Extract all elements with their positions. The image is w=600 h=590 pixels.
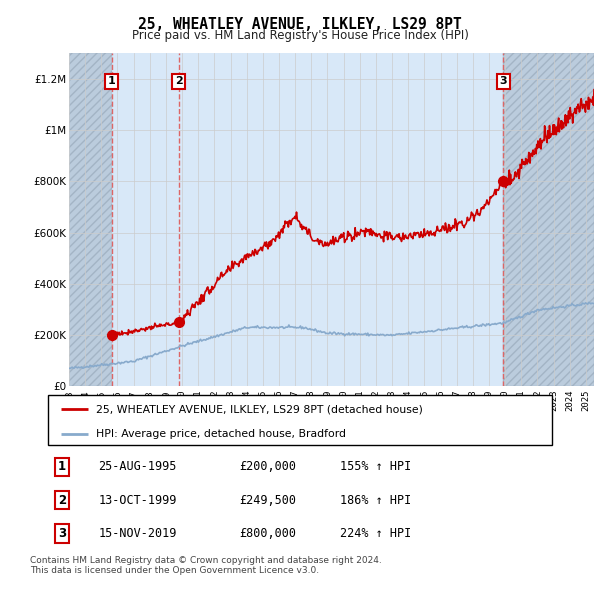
Bar [503, 53, 594, 386]
Text: HPI: Average price, detached house, Bradford: HPI: Average price, detached house, Brad… [96, 430, 346, 440]
Text: 1: 1 [108, 77, 116, 86]
Text: 25, WHEATLEY AVENUE, ILKLEY, LS29 8PT: 25, WHEATLEY AVENUE, ILKLEY, LS29 8PT [138, 17, 462, 31]
Text: 2: 2 [175, 77, 182, 86]
Text: 13-OCT-1999: 13-OCT-1999 [98, 493, 177, 507]
Text: 224% ↑ HPI: 224% ↑ HPI [340, 526, 412, 540]
Text: 186% ↑ HPI: 186% ↑ HPI [340, 493, 412, 507]
Text: 15-NOV-2019: 15-NOV-2019 [98, 526, 177, 540]
Text: 155% ↑ HPI: 155% ↑ HPI [340, 460, 412, 474]
Text: Contains HM Land Registry data © Crown copyright and database right 2024.: Contains HM Land Registry data © Crown c… [30, 556, 382, 565]
Text: 25-AUG-1995: 25-AUG-1995 [98, 460, 177, 474]
FancyBboxPatch shape [48, 395, 552, 445]
Text: This data is licensed under the Open Government Licence v3.0.: This data is licensed under the Open Gov… [30, 566, 319, 575]
Bar [503, 53, 594, 386]
Text: 3: 3 [58, 526, 66, 540]
Text: 25, WHEATLEY AVENUE, ILKLEY, LS29 8PT (detached house): 25, WHEATLEY AVENUE, ILKLEY, LS29 8PT (d… [96, 404, 423, 414]
Bar [112, 53, 503, 386]
Text: 2: 2 [58, 493, 66, 507]
Text: 3: 3 [499, 77, 507, 86]
Text: £249,500: £249,500 [239, 493, 296, 507]
Text: Price paid vs. HM Land Registry's House Price Index (HPI): Price paid vs. HM Land Registry's House … [131, 30, 469, 42]
Text: 1: 1 [58, 460, 66, 474]
Bar [69, 53, 112, 386]
Bar [69, 53, 112, 386]
Text: £200,000: £200,000 [239, 460, 296, 474]
Text: £800,000: £800,000 [239, 526, 296, 540]
